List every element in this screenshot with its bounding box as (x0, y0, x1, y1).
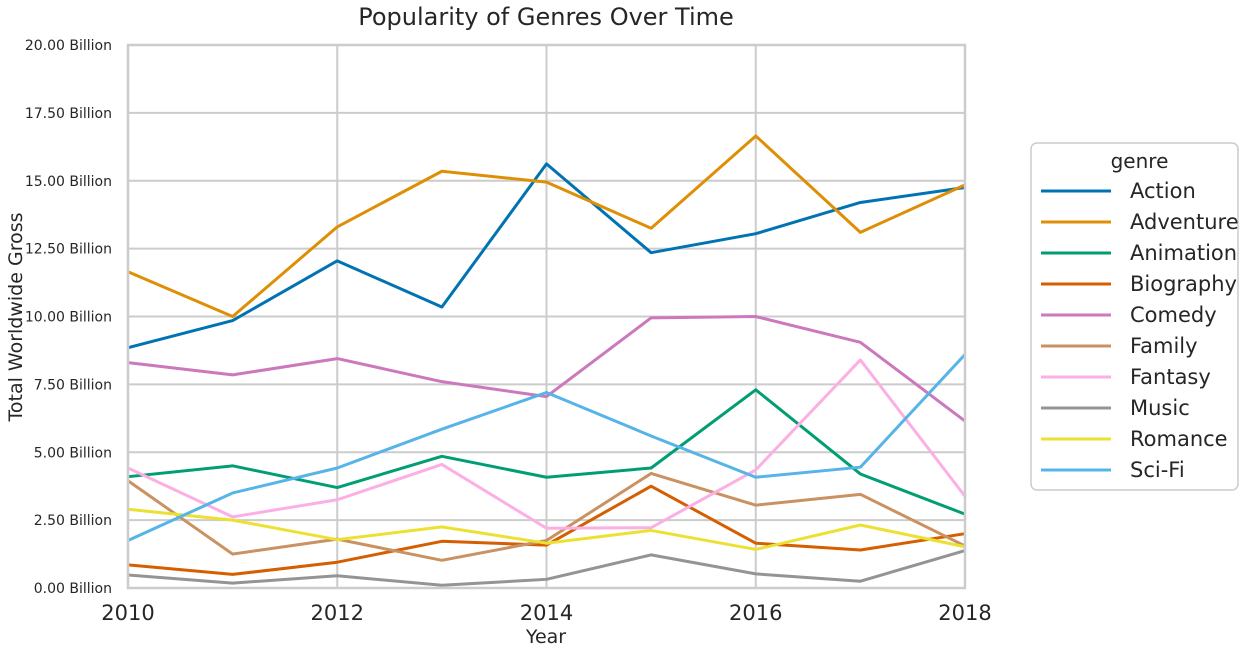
x-tick-label: 2018 (938, 601, 991, 625)
legend-label: Biography (1130, 272, 1237, 296)
x-tick-label: 2014 (520, 601, 573, 625)
legend-label: Adventure (1130, 210, 1239, 234)
legend-label: Family (1130, 334, 1198, 358)
y-tick-label: 17.50 Billion (25, 106, 112, 122)
x-axis-label: Year (525, 626, 566, 648)
series-line-action (127, 162, 966, 350)
series-line-music (127, 549, 966, 587)
series-line-romance (127, 507, 966, 551)
x-tick-label: 2012 (311, 601, 364, 625)
y-tick-label: 15.00 Billion (25, 174, 112, 190)
legend-label: Music (1130, 396, 1190, 420)
legend-box (1030, 142, 1239, 491)
series-line-comedy (127, 315, 966, 423)
legend-label: Romance (1130, 427, 1228, 451)
y-tick-label: 5.00 Billion (34, 445, 112, 461)
series-line-adventure (127, 134, 966, 318)
chart-title: Popularity of Genres Over Time (358, 3, 734, 31)
legend-label: Fantasy (1130, 365, 1211, 389)
legend-label: Action (1130, 179, 1196, 203)
legend-label: Comedy (1130, 303, 1217, 327)
y-tick-label: 2.50 Billion (34, 513, 112, 529)
y-tick-label: 0.00 Billion (34, 581, 112, 597)
series-line-fantasy (127, 358, 967, 530)
legend-title: genre (1111, 149, 1169, 173)
y-tick-label: 7.50 Billion (34, 377, 112, 393)
y-axis-label: Total Worldwide Gross (5, 212, 27, 422)
legend: genre Action Adventure Animation Biography Co… (1030, 142, 1239, 491)
series-line-animation (127, 388, 966, 516)
y-tick-label: 12.50 Billion (25, 242, 112, 258)
y-tick-label: 10.00 Billion (25, 310, 112, 326)
plot-frame (126, 43, 967, 590)
series-line-biography (127, 484, 966, 576)
plot-area: 0.00 Billion 2.50 Billion 5.00 Billion 7.50… (25, 38, 992, 625)
series-line-family (127, 471, 966, 562)
legend-label: Sci-Fi (1130, 458, 1185, 482)
y-tick-label: 20.00 Billion (25, 38, 112, 54)
legend-label: Animation (1130, 241, 1237, 265)
series-line-sci-fi (127, 353, 967, 542)
x-tick-label: 2010 (101, 601, 154, 625)
x-tick-label: 2016 (729, 601, 782, 625)
